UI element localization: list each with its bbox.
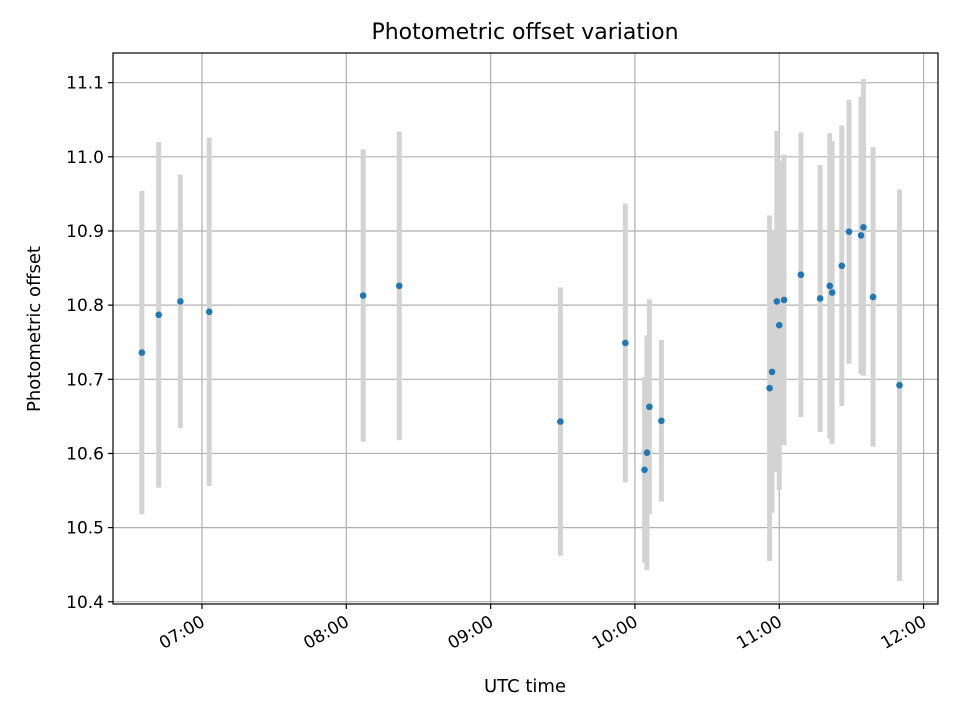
y-tick-label: 10.6	[66, 444, 104, 464]
data-point	[177, 298, 184, 305]
data-point	[775, 321, 783, 329]
data-point	[857, 232, 865, 239]
data-point	[658, 417, 665, 425]
data-point	[557, 418, 564, 425]
x-axis: 07:00 08:00 09:00 10:00 11:00 12:00	[156, 604, 930, 654]
data-point	[838, 262, 846, 270]
data-point	[138, 349, 146, 356]
x-tick-label: 09:00	[445, 612, 497, 654]
y-tick-label: 10.4	[66, 593, 104, 613]
grid	[113, 53, 938, 604]
chart-title: Photometric offset variation	[371, 20, 678, 45]
x-tick-label: 10:00	[589, 612, 641, 654]
data-point	[797, 271, 805, 279]
data-point	[768, 368, 776, 376]
x-tick-label: 07:00	[156, 612, 208, 654]
y-tick-label: 10.5	[66, 519, 104, 539]
data-point	[646, 403, 653, 411]
data-point	[816, 295, 824, 302]
data-point	[869, 293, 877, 301]
data-point	[205, 308, 213, 316]
data-point	[395, 282, 403, 290]
data-point	[845, 228, 853, 236]
y-axis: 10.4 10.5 10.6 10.7 10.8 10.9 11.0 11.1	[66, 74, 113, 613]
data-point	[641, 466, 648, 474]
data-point	[622, 339, 629, 347]
y-tick-label: 10.8	[66, 296, 104, 316]
data-point	[780, 296, 788, 304]
data-point	[766, 384, 773, 392]
x-axis-label: UTC time	[484, 676, 566, 697]
data-point	[773, 298, 781, 305]
data-point	[643, 449, 651, 457]
data-point	[828, 289, 836, 296]
data-point	[896, 381, 903, 389]
x-tick-label: 11:00	[733, 612, 785, 654]
data-point	[155, 311, 162, 319]
y-tick-label: 11.1	[66, 74, 104, 94]
data-point	[826, 282, 834, 290]
x-tick-label: 12:00	[878, 612, 930, 654]
data-point	[359, 292, 367, 299]
x-tick-label: 08:00	[300, 612, 352, 654]
data-points	[138, 223, 903, 474]
y-tick-label: 11.0	[66, 148, 104, 168]
data-point	[860, 223, 867, 231]
y-tick-label: 10.7	[66, 370, 104, 390]
plot-frame	[112, 52, 939, 605]
error-bars	[139, 78, 903, 582]
y-tick-label: 10.9	[66, 222, 104, 242]
y-axis-label: Photometric offset	[24, 246, 45, 412]
